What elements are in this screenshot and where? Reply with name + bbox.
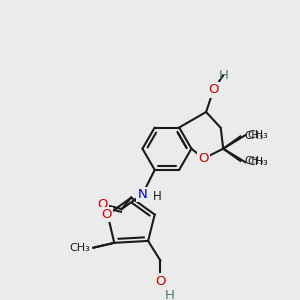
Text: H: H: [165, 290, 175, 300]
Text: CH₃: CH₃: [70, 243, 91, 253]
Text: CH₃: CH₃: [244, 131, 263, 142]
Text: O: O: [198, 152, 209, 165]
Text: O: O: [155, 275, 166, 288]
Text: O: O: [97, 198, 107, 211]
Text: CH₃: CH₃: [247, 130, 268, 140]
Text: O: O: [208, 83, 219, 97]
Text: H: H: [153, 190, 161, 203]
Text: N: N: [138, 188, 147, 201]
Text: CH₃: CH₃: [244, 156, 263, 166]
Text: CH₃: CH₃: [247, 157, 268, 167]
Text: H: H: [218, 69, 228, 82]
Text: O: O: [101, 208, 112, 221]
